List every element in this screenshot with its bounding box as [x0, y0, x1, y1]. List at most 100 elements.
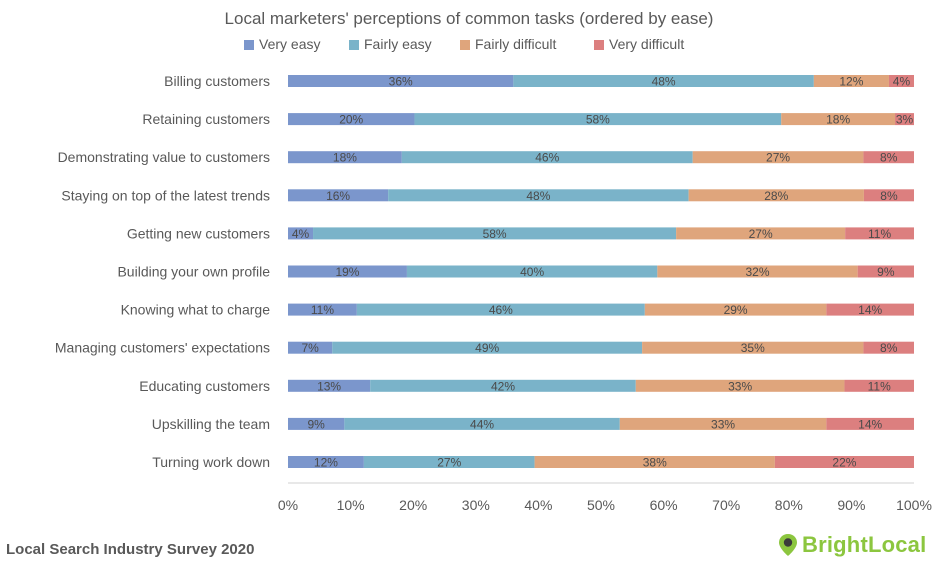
data-label: 33% [711, 417, 735, 431]
bar-segment-fairly-easy [356, 303, 645, 316]
data-label: 28% [764, 189, 788, 203]
category-label: Building your own profile [117, 264, 270, 280]
bar-segment-very-easy [288, 303, 357, 316]
bar-segment-fairly-difficult [781, 113, 896, 126]
data-label: 49% [475, 341, 499, 355]
bar-segment-fairly-easy [513, 75, 814, 87]
data-label: 9% [877, 265, 895, 279]
bar-segment-fairly-difficult [642, 341, 864, 354]
bar-segment-very-easy [288, 456, 364, 468]
data-label: 4% [292, 227, 310, 241]
bar-segment-very-easy [288, 417, 345, 430]
data-label: 35% [741, 341, 765, 355]
bar-segment-fairly-difficult [635, 379, 845, 392]
data-label: 11% [311, 303, 334, 317]
bar-segment-very-difficult [857, 265, 914, 278]
category-label: Getting new customers [127, 225, 270, 241]
data-label: 20% [339, 113, 363, 127]
bar-segment-very-easy [288, 265, 407, 278]
data-label: 58% [483, 227, 507, 241]
bar-segment-fairly-difficult [644, 303, 827, 316]
data-label: 9% [307, 417, 325, 431]
data-label: 40% [520, 265, 544, 279]
data-label: 42% [491, 379, 515, 393]
data-label: 22% [832, 456, 856, 470]
data-label: 13% [317, 379, 341, 393]
data-label: 27% [766, 151, 790, 165]
brand-logo: BrightLocal [778, 532, 926, 558]
data-label: 48% [652, 75, 676, 89]
bar-segment-very-easy [288, 113, 415, 126]
x-tick-label: 40% [524, 497, 552, 513]
bar-segment-fairly-easy [313, 227, 677, 240]
bar-segment-very-easy [288, 379, 371, 392]
bar-segment-fairly-easy [388, 189, 689, 202]
data-label: 44% [470, 417, 494, 431]
x-tick-label: 10% [337, 497, 365, 513]
x-axis: 0% 10% 20% 30% 40% 50% 60% 70% 80% 90% 100% [278, 482, 932, 513]
data-label: 8% [880, 341, 898, 355]
data-label: 18% [333, 151, 357, 165]
data-label: 12% [839, 75, 863, 89]
bar-segment-fairly-easy [406, 265, 658, 278]
data-label: 19% [335, 265, 359, 279]
chart-title: Local marketers' perceptions of common t… [225, 9, 714, 28]
bar-segment-fairly-easy [401, 151, 693, 164]
bar-segment-fairly-difficult [657, 265, 858, 278]
bar-segment-very-easy [288, 227, 314, 240]
bar-segment-fairly-easy [363, 456, 535, 468]
brand-name: BrightLocal [802, 532, 927, 557]
data-label: 11% [868, 379, 891, 393]
data-label: 14% [858, 417, 882, 431]
bar-segment-very-difficult [863, 189, 914, 202]
x-tick-label: 50% [587, 497, 615, 513]
bar-segment-very-difficult [844, 379, 914, 392]
data-label: 46% [535, 151, 559, 165]
category-label: Educating customers [139, 378, 270, 394]
category-label: Knowing what to charge [121, 302, 271, 318]
legend-swatch-very-difficult [594, 40, 604, 50]
bar-segment-very-easy [288, 151, 402, 164]
legend-label-fairly-easy: Fairly easy [364, 36, 432, 52]
bar-segment-fairly-easy [332, 341, 643, 354]
legend-label-fairly-difficult: Fairly difficult [475, 36, 557, 52]
data-label: 8% [880, 189, 898, 203]
legend-swatch-fairly-difficult [460, 40, 470, 50]
bar-segment-very-easy [288, 75, 514, 87]
category-label: Turning work down [152, 454, 270, 470]
legend-swatch-fairly-easy [349, 40, 359, 50]
data-label: 11% [868, 227, 891, 241]
source-caption: Local Search Industry Survey 2020 [6, 541, 255, 558]
x-tick-label: 20% [399, 497, 427, 513]
bar-segment-fairly-difficult [676, 227, 846, 240]
bar-segment-very-difficult [826, 417, 914, 430]
x-tick-label: 60% [650, 497, 678, 513]
bar-segment-fairly-easy [370, 379, 636, 392]
data-label: 36% [389, 75, 413, 89]
bar-segment-fairly-difficult [688, 189, 864, 202]
plot-area: Billing customers 36% 48% 12% 4% Retaining cu… [55, 73, 914, 470]
data-label: 16% [326, 189, 350, 203]
data-label: 8% [880, 151, 898, 165]
bar-segment-very-easy [288, 341, 333, 354]
bar-segment-very-difficult [774, 456, 914, 468]
map-pin-icon [779, 534, 797, 556]
category-label: Managing customers' expectations [55, 340, 270, 356]
legend-label-very-difficult: Very difficult [609, 36, 684, 52]
data-label: 7% [301, 341, 319, 355]
bar-segment-very-difficult [888, 75, 914, 87]
bar-segment-fairly-difficult [813, 75, 889, 87]
legend-label-very-easy: Very easy [259, 36, 320, 52]
data-label: 29% [724, 303, 748, 317]
x-tick-label: 90% [837, 497, 865, 513]
data-label: 18% [826, 113, 850, 127]
x-tick-label: 0% [278, 497, 298, 513]
bar-segment-fairly-easy [344, 417, 620, 430]
legend-swatch-very-easy [244, 40, 254, 50]
data-label: 14% [858, 303, 882, 317]
x-tick-label: 100% [896, 497, 932, 513]
bar-segment-very-difficult [845, 227, 914, 240]
data-label: 3% [896, 113, 914, 127]
bar-segment-fairly-easy [414, 113, 782, 126]
